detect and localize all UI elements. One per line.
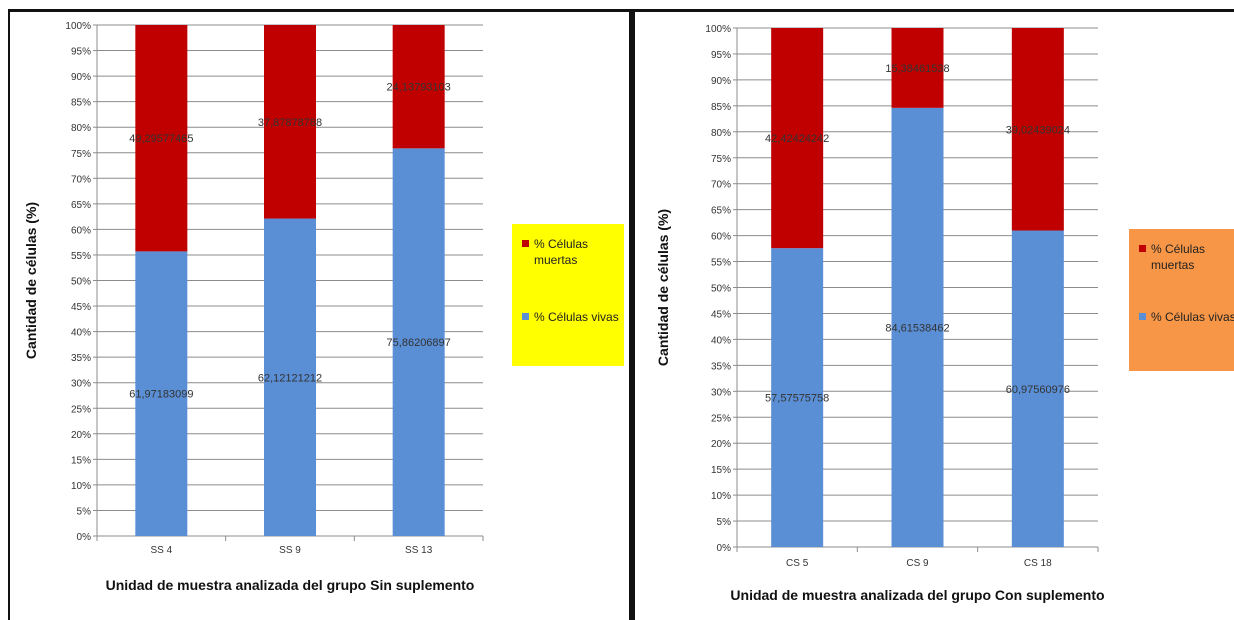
y-tick-label: 20% (711, 439, 731, 450)
bar-vivas (771, 248, 824, 547)
legend-label-vivas: % Células vivas (1151, 310, 1234, 324)
bar-vivas (1011, 230, 1064, 547)
x-tick-label: SS 13 (405, 545, 433, 556)
bar-muertas (1011, 28, 1064, 231)
legend-swatch-muertas (1139, 245, 1146, 252)
data-label-vivas: 84,61538462 (885, 322, 949, 334)
y-tick-label: 55% (71, 251, 91, 262)
y-tick-label: 45% (711, 309, 731, 320)
x-axis-title: Unidad de muestra analizada del grupo Si… (106, 577, 475, 593)
chart-sin-suplemento: 0% 5% 10% 15% 20% 25% 30% 35% 40% 45% 50% 55% 60% 65%… (23, 21, 484, 593)
y-tick-label: 35% (71, 353, 91, 364)
y-tick-label: 80% (71, 123, 91, 134)
y-axis-title: Cantidad de células (%) (655, 209, 671, 366)
data-label-muertas: 42,42424242 (765, 133, 829, 145)
y-tick-label: 10% (71, 481, 91, 492)
bar-muertas (135, 25, 188, 252)
data-label-muertas: 15,38461538 (885, 63, 949, 75)
y-tick-label: 85% (711, 102, 731, 113)
y-tick-label: 70% (71, 174, 91, 185)
y-tick-label: 75% (711, 154, 731, 165)
y-tick-label: 25% (71, 404, 91, 415)
y-tick-label: 80% (711, 128, 731, 139)
y-tick-label: 25% (711, 413, 731, 424)
legend-label-muertas: % Células muertas (534, 237, 589, 267)
legend-item-vivas: % Células vivas (522, 309, 619, 325)
y-tick-label: 50% (71, 277, 91, 288)
legend-swatch-vivas (522, 313, 529, 320)
right-panel-border (632, 9, 1234, 620)
legend-item-muertas: % Células muertas (1139, 241, 1227, 273)
data-label-vivas: 57,57575758 (765, 393, 829, 405)
bar-muertas (771, 28, 824, 249)
y-tick-label: 0% (77, 532, 92, 543)
legend-con-suplemento: % Células muertas % Células vivas (1129, 229, 1234, 371)
y-tick-label: 95% (71, 47, 91, 58)
y-tick-label: 5% (77, 506, 92, 517)
y-tick-label: 35% (711, 361, 731, 372)
legend-swatch-muertas (522, 240, 529, 247)
y-tick-label: 55% (711, 258, 731, 269)
data-label-vivas: 61,97183099 (129, 389, 193, 401)
bar-vivas (264, 218, 316, 536)
legend-label-muertas: % Células muertas (1151, 242, 1206, 272)
bar-muertas (891, 28, 944, 108)
left-panel-border (8, 9, 632, 620)
data-label-muertas: 24,13793103 (387, 82, 451, 94)
data-label-muertas: 39,02439024 (1006, 124, 1070, 136)
y-tick-label: 20% (71, 430, 91, 441)
y-tick-label: 75% (71, 149, 91, 160)
x-tick-label: CS 5 (786, 558, 809, 569)
y-tick-label: 100% (65, 21, 91, 32)
y-tick-label: 95% (711, 50, 731, 61)
data-label-vivas: 60,97560976 (1006, 384, 1070, 396)
y-tick-label: 100% (705, 24, 731, 35)
x-tick-label: SS 9 (279, 545, 301, 556)
y-tick-label: 0% (717, 543, 732, 554)
legend-item-muertas: % Células muertas (522, 236, 614, 268)
y-tick-label: 65% (71, 200, 91, 211)
data-label-muertas: 49,29577465 (129, 133, 193, 145)
bar-vivas (392, 148, 445, 536)
y-tick-label: 40% (71, 328, 91, 339)
y-tick-label: 50% (711, 284, 731, 295)
y-tick-label: 15% (711, 465, 731, 476)
y-tick-label: 45% (71, 302, 91, 313)
x-tick-label: CS 9 (906, 558, 929, 569)
y-axis-title: Cantidad de células (%) (23, 202, 39, 359)
data-label-vivas: 75,86206897 (387, 337, 451, 349)
y-tick-label: 65% (711, 206, 731, 217)
y-tick-label: 5% (717, 517, 732, 528)
x-tick-label: CS 18 (1024, 558, 1052, 569)
legend-sin-suplemento: % Células muertas % Células vivas (512, 224, 624, 366)
y-tick-label: 60% (71, 225, 91, 236)
y-tick-label: 10% (711, 491, 731, 502)
y-tick-label: 30% (71, 379, 91, 390)
bar-muertas (392, 25, 445, 149)
y-tick-label: 30% (711, 387, 731, 398)
data-label-vivas: 62,12121212 (258, 372, 322, 384)
x-axis-title: Unidad de muestra analizada del grupo Co… (730, 587, 1104, 603)
data-label-muertas: 37,87878788 (258, 117, 322, 129)
bar-vivas (891, 107, 944, 547)
y-tick-label: 15% (71, 455, 91, 466)
y-tick-label: 40% (711, 335, 731, 346)
y-tick-label: 90% (71, 72, 91, 83)
y-tick-label: 70% (711, 180, 731, 191)
legend-item-vivas: % Células vivas (1139, 309, 1234, 325)
y-tick-label: 90% (711, 76, 731, 87)
y-tick-label: 85% (71, 98, 91, 109)
y-tick-label: 60% (711, 232, 731, 243)
bar-vivas (135, 251, 188, 537)
bar-muertas (264, 25, 316, 219)
legend-label-vivas: % Células vivas (534, 310, 619, 324)
x-tick-label: SS 4 (150, 545, 172, 556)
legend-swatch-vivas (1139, 313, 1146, 320)
